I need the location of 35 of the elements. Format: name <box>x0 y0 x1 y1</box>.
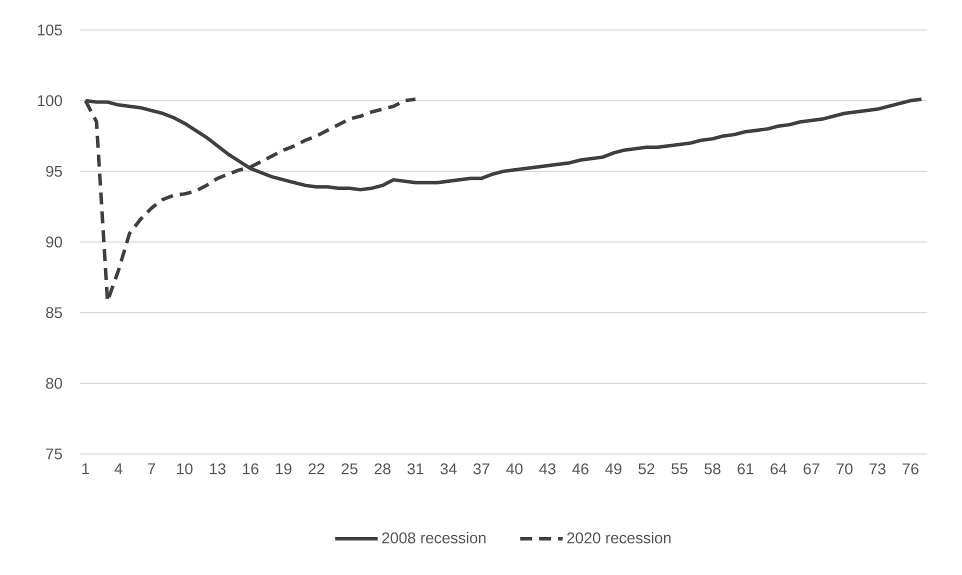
x-tick-label: 61 <box>738 463 754 474</box>
x-tick-label: 67 <box>804 463 820 474</box>
y-tick-label: 85 <box>46 307 62 318</box>
x-tick-label: 76 <box>902 463 918 474</box>
y-tick-label: 80 <box>46 378 62 389</box>
x-tick-label: 55 <box>672 463 688 474</box>
x-tick-label: 4 <box>114 463 122 474</box>
y-tick-label: 90 <box>46 236 62 248</box>
x-tick-label: 58 <box>704 463 720 474</box>
x-tick-label: 46 <box>572 463 588 474</box>
x-tick-label: 52 <box>638 463 654 474</box>
x-tick-label: 7 <box>148 463 156 474</box>
legend-label: 2008 recession <box>382 532 486 544</box>
legend-label: 2020 recession <box>567 532 671 544</box>
x-tick-label: 22 <box>308 463 324 474</box>
y-tick-label: 100 <box>38 95 62 106</box>
x-tick-label: 31 <box>407 463 424 474</box>
y-tick-label: 95 <box>46 166 62 177</box>
x-tick-label: 25 <box>342 463 358 474</box>
x-tick-label: 34 <box>440 463 457 474</box>
x-tick-label: 40 <box>506 463 523 474</box>
x-tick-label: 64 <box>770 463 787 474</box>
x-tick-label: 70 <box>836 463 853 474</box>
x-tick-label: 10 <box>177 463 193 474</box>
x-tick-label: 1 <box>82 463 90 474</box>
x-tick-label: 49 <box>605 463 622 474</box>
x-tick-label: 19 <box>276 463 292 474</box>
x-tick-label: 16 <box>243 463 258 474</box>
y-tick-label: 105 <box>38 24 62 36</box>
y-tick-label: 75 <box>46 448 62 460</box>
x-tick-label: 13 <box>210 463 226 474</box>
x-tick-label: 37 <box>473 463 490 474</box>
x-tick-label: 28 <box>374 463 390 474</box>
x-tick-label: 43 <box>539 463 556 474</box>
x-tick-label: 73 <box>870 463 886 474</box>
